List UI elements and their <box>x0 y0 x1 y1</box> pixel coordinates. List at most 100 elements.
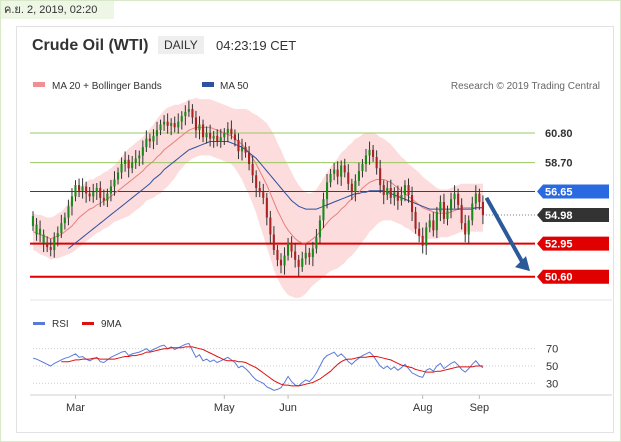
candle-body <box>333 169 336 174</box>
candle-body <box>60 223 63 234</box>
candle-body <box>425 227 428 246</box>
candle-body <box>464 223 467 235</box>
candle-body <box>411 195 414 212</box>
x-tick-label: Jun <box>279 402 297 414</box>
candle-body <box>453 193 456 200</box>
rsi-tick-label: 70 <box>546 344 558 356</box>
candle-body <box>287 242 290 256</box>
candle-body <box>336 169 339 177</box>
candle-body <box>375 157 378 169</box>
candle-body <box>248 152 251 164</box>
candle-body <box>364 155 367 164</box>
candle-body <box>49 247 52 250</box>
timeframe-badge[interactable]: DAILY <box>158 36 204 54</box>
candle-body <box>418 228 421 236</box>
candle-body <box>421 235 424 246</box>
candle-body <box>109 186 112 194</box>
candle-body <box>230 128 233 135</box>
candle-body <box>131 162 134 169</box>
candle-body <box>265 197 268 218</box>
candle-body <box>251 164 254 176</box>
candle-body <box>396 192 399 201</box>
level-tag-50-60 <box>537 269 609 284</box>
candle-body <box>145 138 148 148</box>
candle-body <box>262 192 265 198</box>
candle-body <box>216 135 219 142</box>
rsi-line <box>32 342 484 391</box>
x-tick-label: Sep <box>470 402 490 414</box>
candle-body <box>474 193 477 204</box>
candle-body <box>233 134 236 140</box>
level-tag-54-98 <box>537 208 609 223</box>
candle-body <box>209 133 212 139</box>
level-tag-label: 60.80 <box>545 128 573 140</box>
candle-body <box>219 137 222 142</box>
price-plot <box>30 97 535 298</box>
bollinger-band <box>33 97 483 298</box>
candle-body <box>166 121 169 126</box>
candle-body <box>35 224 38 235</box>
candle-body <box>460 204 463 224</box>
candle-body <box>102 197 105 201</box>
candle-body <box>350 183 353 193</box>
candle-body <box>141 147 144 156</box>
forecast-arrow-shaft <box>484 196 526 267</box>
candle-body <box>78 185 81 191</box>
candle-body <box>414 211 417 229</box>
candle-body <box>92 192 95 197</box>
candle-body <box>117 172 120 180</box>
ma50-line <box>68 141 483 249</box>
candle-body <box>138 155 141 159</box>
candle-body <box>471 203 474 221</box>
rsi-tick-label: 30 <box>546 378 558 390</box>
candle-body <box>446 210 449 219</box>
candle-body <box>244 147 247 153</box>
candle-body <box>372 149 375 157</box>
candle-body <box>180 116 183 122</box>
candle-body <box>347 172 350 184</box>
candle-body <box>481 202 484 215</box>
candle-body <box>42 234 45 243</box>
candle-body <box>343 165 346 173</box>
candle-body <box>88 193 91 197</box>
candle-body <box>67 206 70 218</box>
candle-body <box>70 196 73 207</box>
candle-body <box>279 259 282 266</box>
rsi-9ma-line <box>61 346 483 387</box>
candle-body <box>269 217 272 235</box>
candle-body <box>46 242 49 248</box>
candle-body <box>56 233 59 238</box>
candle-body <box>74 185 77 197</box>
candle-body <box>159 124 162 131</box>
candle-body <box>357 171 360 181</box>
candle-body <box>258 188 261 193</box>
candle-body <box>276 250 279 260</box>
candle-body <box>124 159 127 164</box>
candle-body <box>202 124 205 138</box>
candle-body <box>478 193 481 203</box>
candle-body <box>400 195 403 201</box>
legend-rsi-swatch <box>33 322 45 325</box>
candle-body <box>435 211 438 231</box>
candle-body <box>329 173 332 183</box>
level-tag-label: 54.98 <box>545 210 573 222</box>
candle-body <box>308 252 311 257</box>
credit-label: Research © 2019 Trading Central <box>451 81 600 92</box>
candle-body <box>226 128 229 133</box>
rsi-plot: 70 50 30 <box>32 342 558 391</box>
candle-body <box>407 185 410 195</box>
candle-body <box>439 202 442 212</box>
candle-body <box>386 188 389 195</box>
candle-body <box>223 133 226 138</box>
x-tick-label: Mar <box>66 402 85 414</box>
legend-ma20-label: MA 20 + Bollinger Bands <box>52 81 162 92</box>
candle-body <box>39 228 42 235</box>
candle-body <box>194 117 197 131</box>
candle-body <box>85 186 88 194</box>
x-axis-labels: Mar May Jun Aug Sep <box>66 395 489 414</box>
candle-body <box>297 259 300 267</box>
candle-body <box>198 124 201 131</box>
candle-body <box>187 109 190 112</box>
candle-body <box>148 138 151 142</box>
